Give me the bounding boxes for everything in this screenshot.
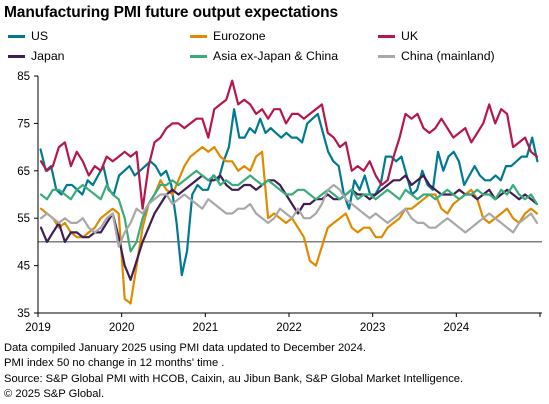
note-pmi-index: PMI index 50 no change in 12 months' tim… <box>4 357 225 370</box>
chart-legend: US Eurozone UK Japan Asia ex-Japan & China Ch… <box>8 29 543 69</box>
legend-item-uk: UK <box>378 29 418 43</box>
legend-swatch <box>8 54 25 58</box>
legend-swatch <box>190 34 207 38</box>
y-tick-label: 45 <box>17 261 30 273</box>
x-tick-label: 2020 <box>109 322 135 334</box>
x-tick-label: 2022 <box>276 322 302 334</box>
note-data-compiled: Data compiled January 2025 using PMI dat… <box>4 342 366 354</box>
y-tick-label: 35 <box>17 308 30 320</box>
chart-title: Manufacturing PMI future output expectat… <box>4 4 339 21</box>
legend-label: Asia ex-Japan & China <box>213 49 339 63</box>
legend-item-eurozone: Eurozone <box>190 29 266 43</box>
chart-axes: 35 45 55 65 75 85 2019 2020 2021 2022 2023 2024 <box>17 71 542 334</box>
series-line-us <box>39 108 539 277</box>
series-line-china-mainland <box>39 183 539 248</box>
y-tick-label: 85 <box>17 71 30 83</box>
chart-notes: Data compiled January 2025 using PMI dat… <box>4 341 463 402</box>
note-copyright: © 2025 S&P Global. <box>4 387 105 400</box>
legend-label: Japan <box>31 49 65 63</box>
series-line-japan <box>39 174 539 281</box>
series-line-eurozone <box>39 146 539 305</box>
legend-item-japan: Japan <box>8 49 65 63</box>
legend-swatch <box>378 54 395 58</box>
y-tick-label: 75 <box>17 118 30 130</box>
legend-swatch <box>190 54 207 58</box>
legend-label: Eurozone <box>213 29 266 43</box>
x-tick-label: 2024 <box>444 322 470 334</box>
note-source: Source: S&P Global PMI with HCOB, Caixin… <box>4 372 464 385</box>
y-tick-label: 65 <box>17 166 30 178</box>
x-tick-label: 2023 <box>360 322 386 334</box>
legend-swatch <box>378 34 395 38</box>
legend-label: China (mainland) <box>401 49 495 63</box>
legend-item-us: US <box>8 29 48 43</box>
legend-label: US <box>31 29 49 43</box>
legend-item-asia-ex-japan-china: Asia ex-Japan & China <box>190 49 338 63</box>
chart-series <box>39 79 539 305</box>
x-tick-label: 2021 <box>193 322 219 334</box>
x-tick-label: 2019 <box>25 322 51 334</box>
y-tick-label: 55 <box>17 213 30 225</box>
legend-label: UK <box>401 29 419 43</box>
legend-item-china-mainland: China (mainland) <box>378 49 495 63</box>
legend-swatch <box>8 34 25 38</box>
series-line-uk <box>39 79 539 210</box>
series-line-asia-ex-japan-china <box>39 169 539 253</box>
